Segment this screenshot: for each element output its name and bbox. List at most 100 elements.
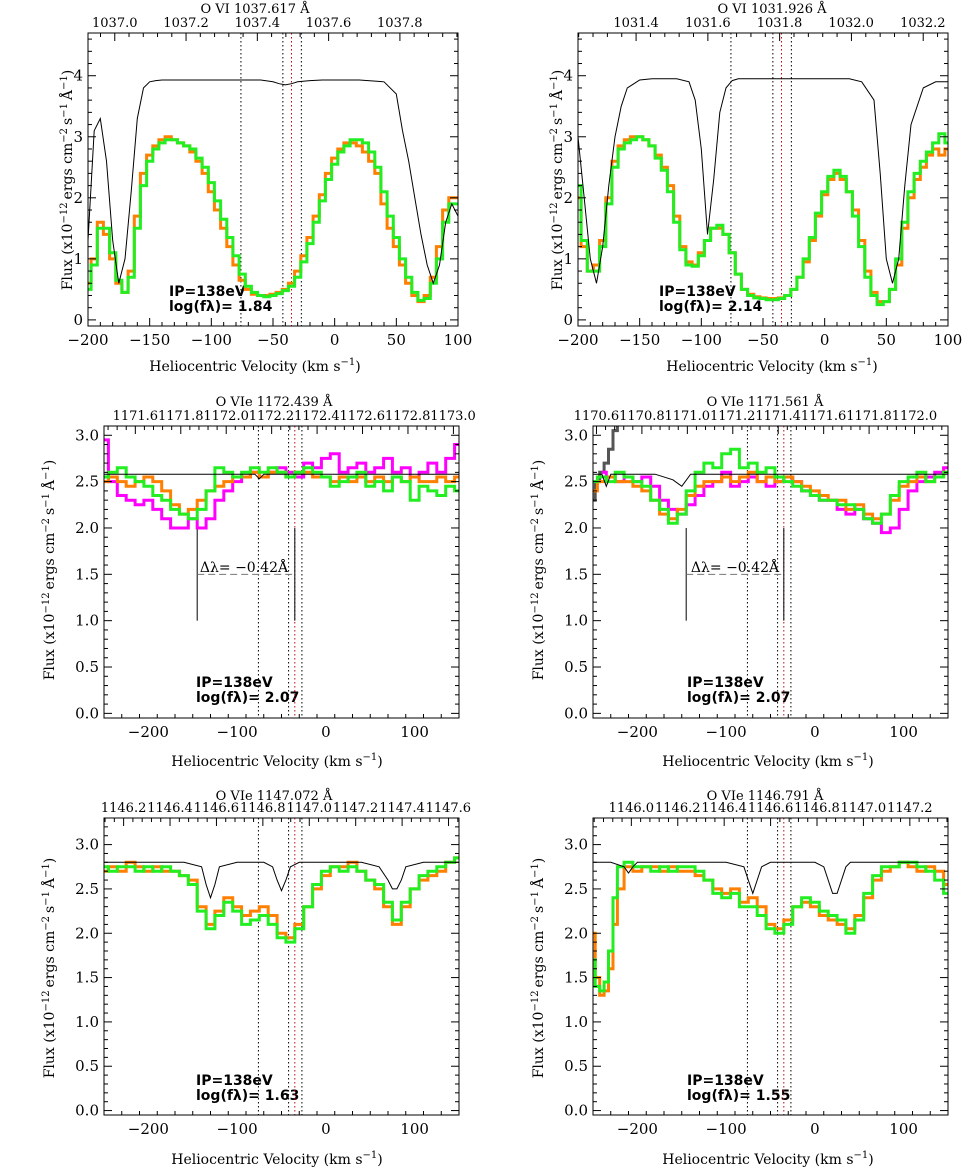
y-axis-label-exp2: −2 [530, 518, 541, 533]
y-tick-label: 0.5 [564, 1057, 588, 1075]
y-tick-label: 2.0 [75, 519, 99, 537]
y-tick-label: 0.0 [75, 704, 99, 722]
x-axis-label-exponent: −1 [858, 357, 873, 368]
top-tick-label: 1147.6 [426, 801, 472, 816]
top-tick-label: 1146.6 [748, 801, 794, 816]
top-tick-label: 1147.4 [379, 801, 425, 816]
x-axis-label-end: ) [868, 1152, 873, 1168]
annotation-ip: IP=138eV [687, 675, 764, 691]
y-tick-label: 3.0 [564, 836, 588, 854]
y-tick-label: 4 [73, 67, 83, 85]
x-tick-label: 0 [810, 723, 820, 741]
y-axis-label-end: Å [529, 479, 547, 491]
model-line [578, 78, 948, 284]
y-axis-label: Flux (x10−12ergs cm−2s−1Å−1) [58, 70, 76, 291]
annotation-ip: IP=138eV [659, 284, 736, 300]
y-axis-label-exp3: −1 [59, 103, 70, 118]
y-axis-label-exponent: −12 [59, 202, 70, 223]
top-tick-label: 1146.4 [147, 801, 193, 816]
y-axis-label-exp3: −1 [530, 891, 541, 906]
annotation-logf: log(fλ)= 2.07 [687, 690, 790, 706]
series-green [104, 856, 459, 944]
y-axis-label-start: Flux (x10 [60, 224, 76, 291]
y-axis-label-start: Flux (x10 [531, 614, 547, 681]
y-axis-label-exponent: −12 [41, 592, 52, 613]
top-tick-label: 1037.8 [377, 16, 423, 31]
model-line [104, 473, 459, 480]
top-tick-label: 1146.2 [101, 801, 147, 816]
y-tick-label: 1.5 [75, 565, 99, 583]
x-axis-label: Heliocentric Velocity (km s−1) [666, 357, 878, 375]
annotation-ip: IP=138eV [687, 1073, 764, 1089]
top-tick-label: 1172.6 [340, 409, 386, 424]
x-axis-label-end: ) [377, 754, 382, 770]
x-tick-label: 0 [820, 331, 830, 349]
top-tick-label: 1171.4 [755, 409, 801, 424]
x-tick-label: 100 [400, 723, 429, 741]
y-axis-label-exp3: −1 [41, 891, 52, 906]
y-tick-label: 2.0 [564, 519, 588, 537]
series-green [88, 138, 458, 302]
top-tick-label: 1147.2 [887, 801, 933, 816]
y-axis-label-end: Å [529, 877, 547, 889]
annotation-logf: log(fλ)= 1.55 [687, 1088, 790, 1104]
y-tick-label: 1.5 [564, 969, 588, 987]
y-axis-label-exponent: −12 [530, 990, 541, 1011]
top-tick-label: 1037.6 [306, 16, 352, 31]
x-tick-label: −200 [128, 723, 169, 741]
y-tick-label: 4 [563, 67, 573, 85]
series-magenta [104, 438, 459, 530]
model-line [104, 861, 459, 900]
top-tick-label: 1037.0 [92, 16, 138, 31]
y-tick-label: 0 [563, 311, 573, 329]
y-tick-label: 2.5 [564, 473, 588, 491]
x-tick-label: −200 [617, 1120, 658, 1138]
x-axis-label-exponent: −1 [363, 752, 378, 763]
y-axis-label-exp4: −1 [549, 75, 560, 90]
y-tick-label: 2.5 [564, 880, 588, 898]
y-axis-label-mid: ergs cm [60, 143, 76, 200]
y-axis-label-exp4: −1 [59, 75, 70, 90]
series-orange [88, 135, 458, 304]
x-tick-label: −150 [129, 331, 170, 349]
x-tick-label: −100 [217, 1120, 258, 1138]
series-green [593, 860, 948, 993]
y-axis-label-exp4: −1 [530, 465, 541, 480]
x-tick-label: −100 [706, 1120, 747, 1138]
x-tick-label: −200 [617, 723, 658, 741]
y-axis-label-end: Å [548, 89, 566, 101]
annotation-ip: IP=138eV [169, 284, 246, 300]
y-axis-label: Flux (x10−12ergs cm−2s−1Å−1) [548, 70, 566, 291]
top-tick-label: 1170.6 [574, 409, 620, 424]
offset-label: Δλ= −0.42Å [200, 558, 289, 576]
top-tick-label: 1031.4 [613, 16, 659, 31]
top-tick-label: 1170.8 [619, 409, 665, 424]
series-green [578, 132, 948, 307]
panel-ovie-1171: O VIe 1171.561 Å Flux (x10−12ergs cm−2s−… [529, 394, 949, 770]
x-tick-label: −100 [706, 723, 747, 741]
offset-label: Δλ= −0.42Å [691, 558, 780, 576]
y-tick-label: 3 [73, 128, 83, 146]
y-tick-label: 0.5 [75, 658, 99, 676]
y-tick-label: 1.5 [75, 969, 99, 987]
x-tick-label: 0 [330, 331, 340, 349]
y-axis-label: Flux (x10−12ergs cm−2s−1Å−1) [529, 460, 547, 681]
top-tick-label: 1037.2 [163, 16, 209, 31]
x-tick-label: 100 [400, 1120, 429, 1138]
y-tick-label: 3.0 [75, 426, 99, 444]
top-tick-label: 1173.0 [430, 409, 476, 424]
annotation-ip: IP=138eV [196, 675, 273, 691]
x-axis-label-end: ) [355, 359, 360, 375]
top-tick-label: 1031.8 [757, 16, 803, 31]
x-tick-label: 50 [387, 331, 406, 349]
y-axis-label-start: Flux (x10 [42, 614, 58, 681]
x-axis-label-exponent: −1 [363, 1150, 378, 1161]
top-tick-label: 1171.8 [158, 409, 204, 424]
y-axis-label-start: Flux (x10 [42, 1012, 58, 1079]
y-axis-label-exponent: −12 [549, 202, 560, 223]
x-tick-label: 100 [889, 1120, 918, 1138]
y-tick-label: 3.0 [564, 426, 588, 444]
y-axis-label-end: Å [58, 89, 76, 101]
y-axis-label-start: Flux (x10 [531, 1012, 547, 1079]
